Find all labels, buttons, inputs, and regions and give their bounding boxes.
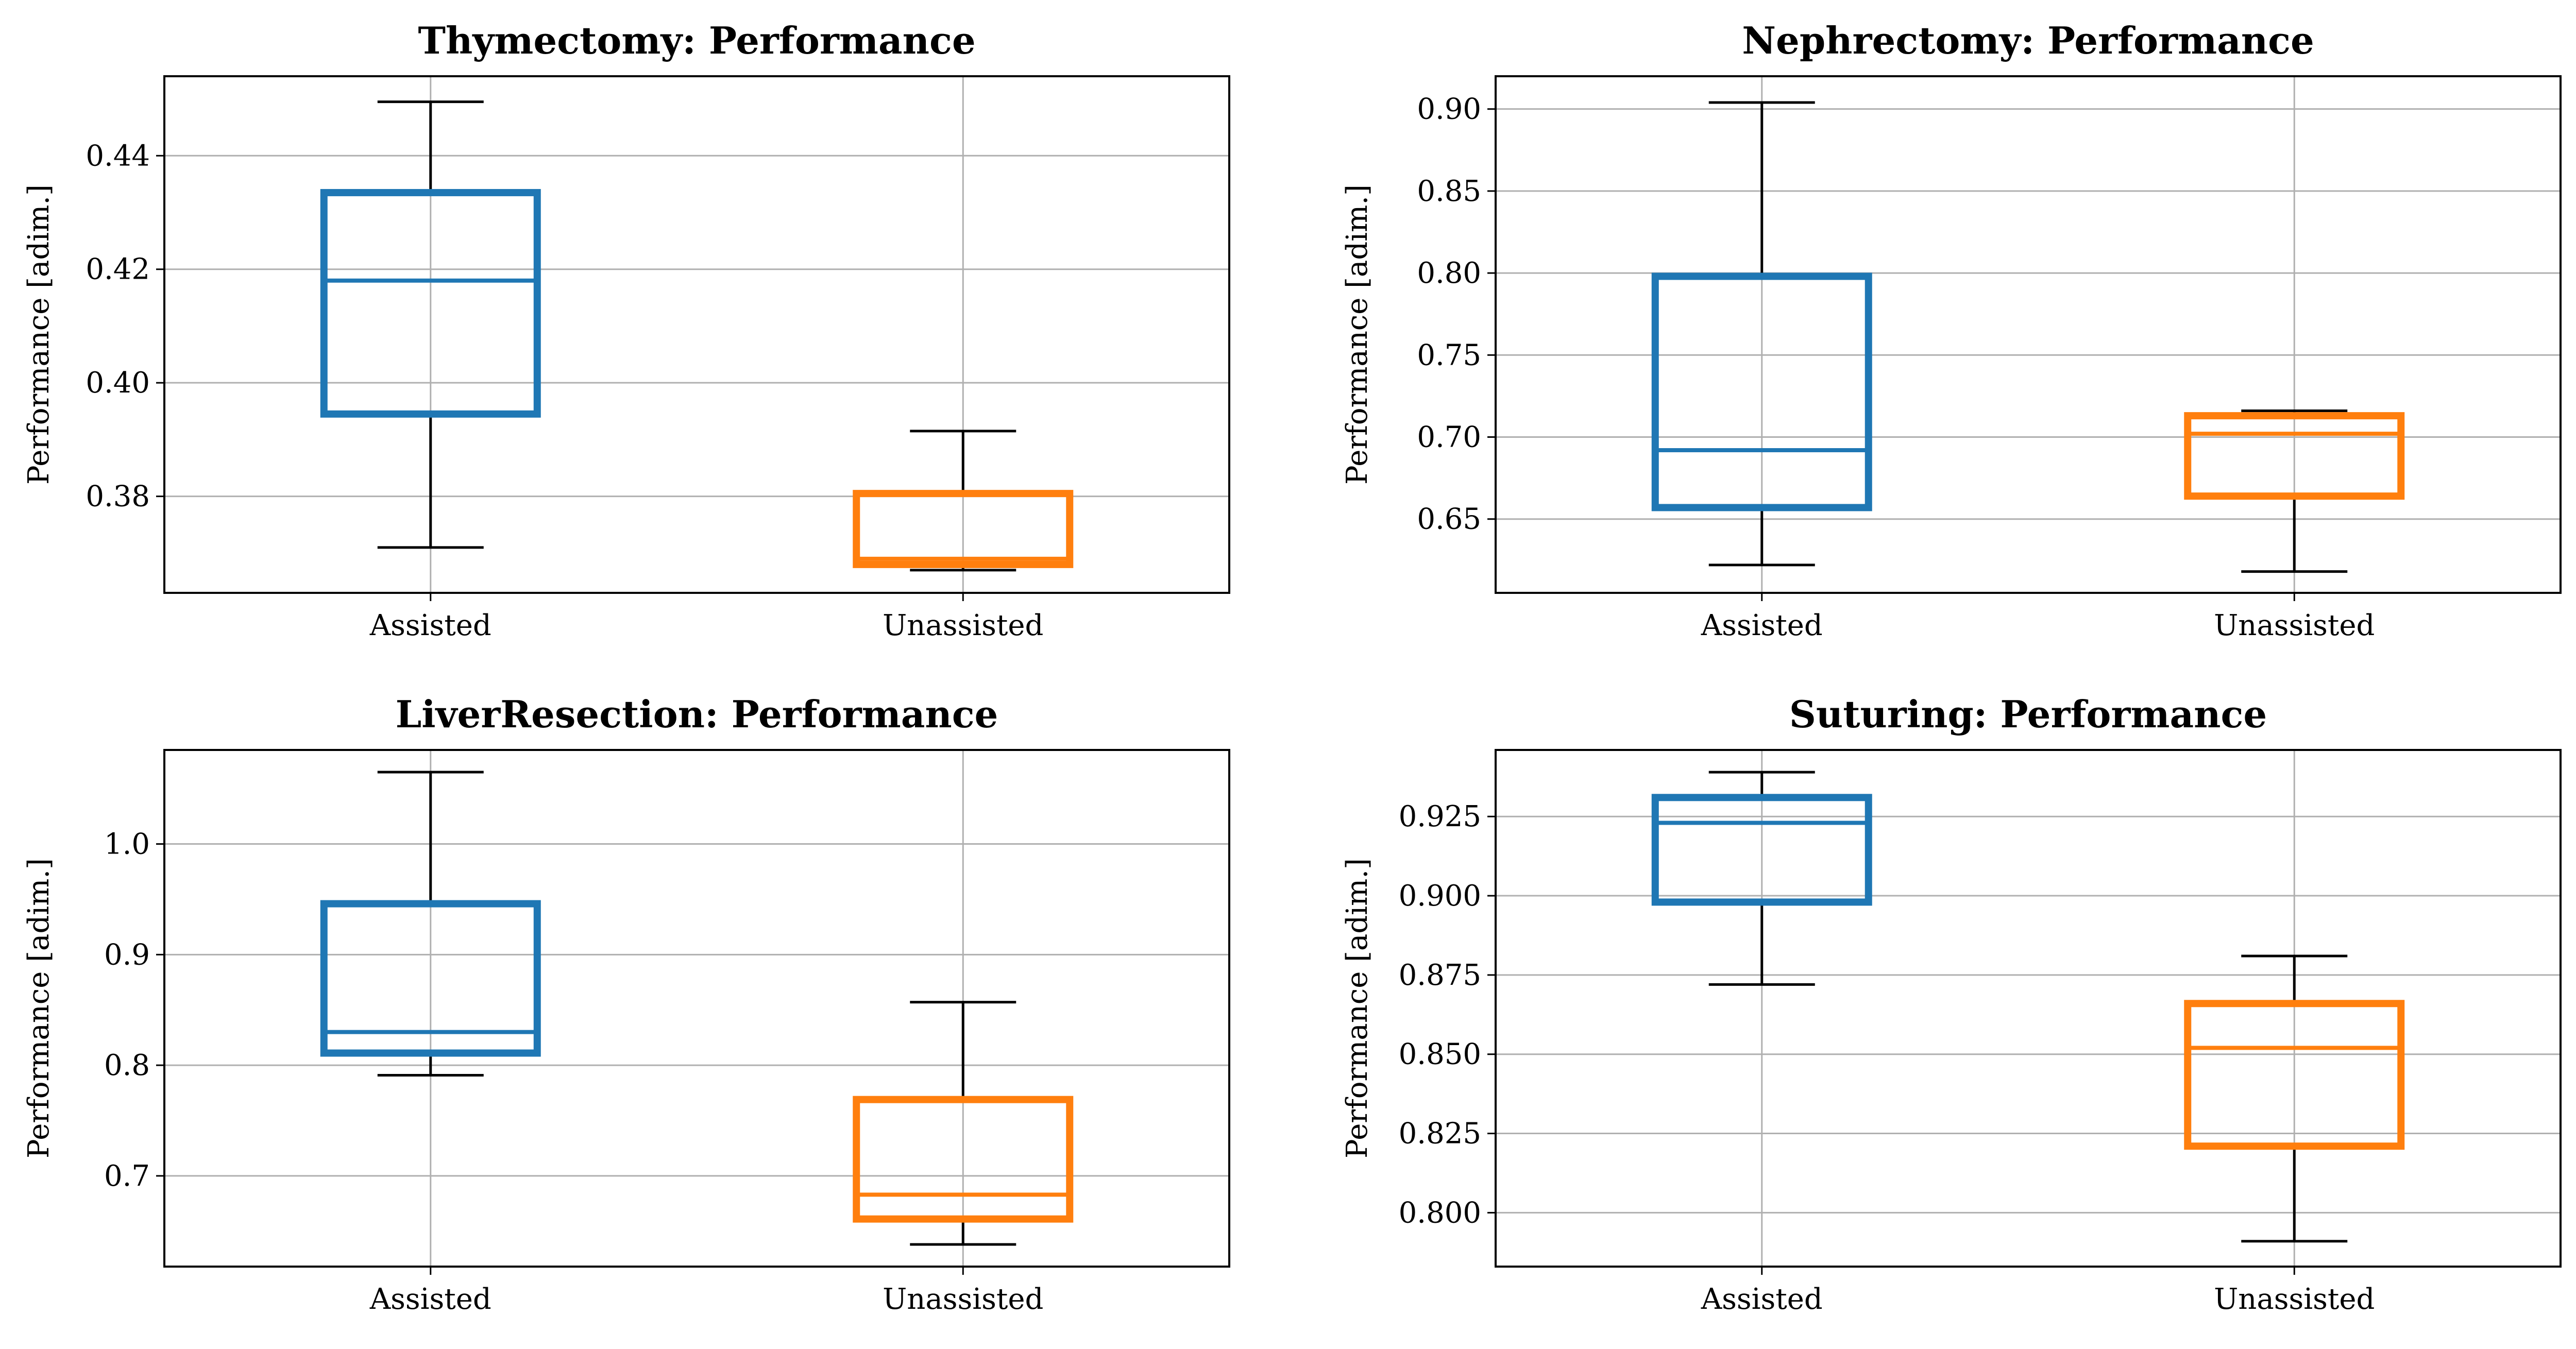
y-axis-label: Performance [adim.] [22,858,56,1158]
box-body [853,1096,1074,1223]
chart-title: Nephrectomy: Performance [1742,19,2314,62]
chart-panel-2: 0.65 0.70 0.75 0.80 0.85 0.90 Assisted Unassist… [1341,19,2562,642]
box-body [853,490,1074,568]
box-body [2184,1000,2405,1150]
chart-title: LiverResection: Performance [396,692,998,736]
x-tick-label: Assisted [369,1283,492,1316]
x-tick-label: Assisted [369,609,492,642]
y-axis-label: Performance [adim.] [22,184,56,485]
y-tick-label: 0.9 [104,938,150,971]
y-tick-label: 1.0 [104,828,150,861]
y-tick-label: 0.38 [86,480,150,514]
axes-frame [163,749,1230,1268]
chart-panel-4: 0.800 0.825 0.850 0.875 0.900 0.925 Assisted Un… [1341,692,2562,1316]
y-tick-label: 0.900 [1399,879,1481,913]
y-tick-label: 0.42 [86,253,150,286]
box-unassisted [853,430,1074,572]
y-tick-label: 0.825 [1399,1117,1481,1151]
x-tick-label: Unassisted [2214,1283,2375,1316]
box-body [1651,272,1872,511]
y-tick-label: 0.85 [1417,175,1481,208]
box-body [2184,412,2405,500]
y-tick-label: 0.925 [1399,800,1481,833]
box-assisted [1651,771,1872,986]
y-tick-label: 0.8 [104,1049,150,1082]
y-tick-label: 0.75 [1417,338,1481,372]
axes-frame [163,75,1230,594]
y-tick-label: 0.70 [1417,421,1481,454]
box-assisted [1651,101,1872,567]
box-body [320,900,541,1057]
x-tick-label: Assisted [1701,1283,1823,1316]
x-tick-label: Unassisted [2214,609,2375,642]
x-tick-label: Assisted [1701,609,1823,642]
y-tick-label: 0.800 [1399,1196,1481,1230]
x-tick-label: Unassisted [883,609,1043,642]
y-tick-label: 0.40 [86,366,150,400]
y-axis-label: Performance [adim.] [1341,858,1374,1158]
y-tick-label: 0.90 [1417,93,1481,126]
box-unassisted [2184,954,2405,1243]
box-assisted [320,771,541,1077]
axes-frame [1495,749,2562,1268]
y-tick-label: 0.80 [1417,257,1481,290]
chart-title: Suturing: Performance [1789,692,2267,736]
y-tick-label: 0.875 [1399,959,1481,992]
box-assisted [320,100,541,549]
chart-panel-1: 0.38 0.40 0.42 0.44 Assisted Unassisted Thymec… [22,19,1230,642]
y-tick-label: 0.7 [104,1159,150,1193]
box-unassisted [2184,409,2405,573]
x-tick-label: Unassisted [883,1283,1043,1316]
chart-panel-3: 0.7 0.8 0.9 1.0 Assisted Unassisted LiverResec… [22,692,1230,1316]
axes-frame [1495,75,2562,594]
y-tick-label: 0.65 [1417,503,1481,536]
y-axis-label: Performance [adim.] [1341,184,1374,485]
y-tick-label: 0.850 [1399,1038,1481,1071]
box-unassisted [853,1001,1074,1246]
box-body [320,189,541,418]
box-body [1651,794,1872,906]
chart-title: Thymectomy: Performance [418,19,975,62]
y-tick-label: 0.44 [86,139,150,173]
